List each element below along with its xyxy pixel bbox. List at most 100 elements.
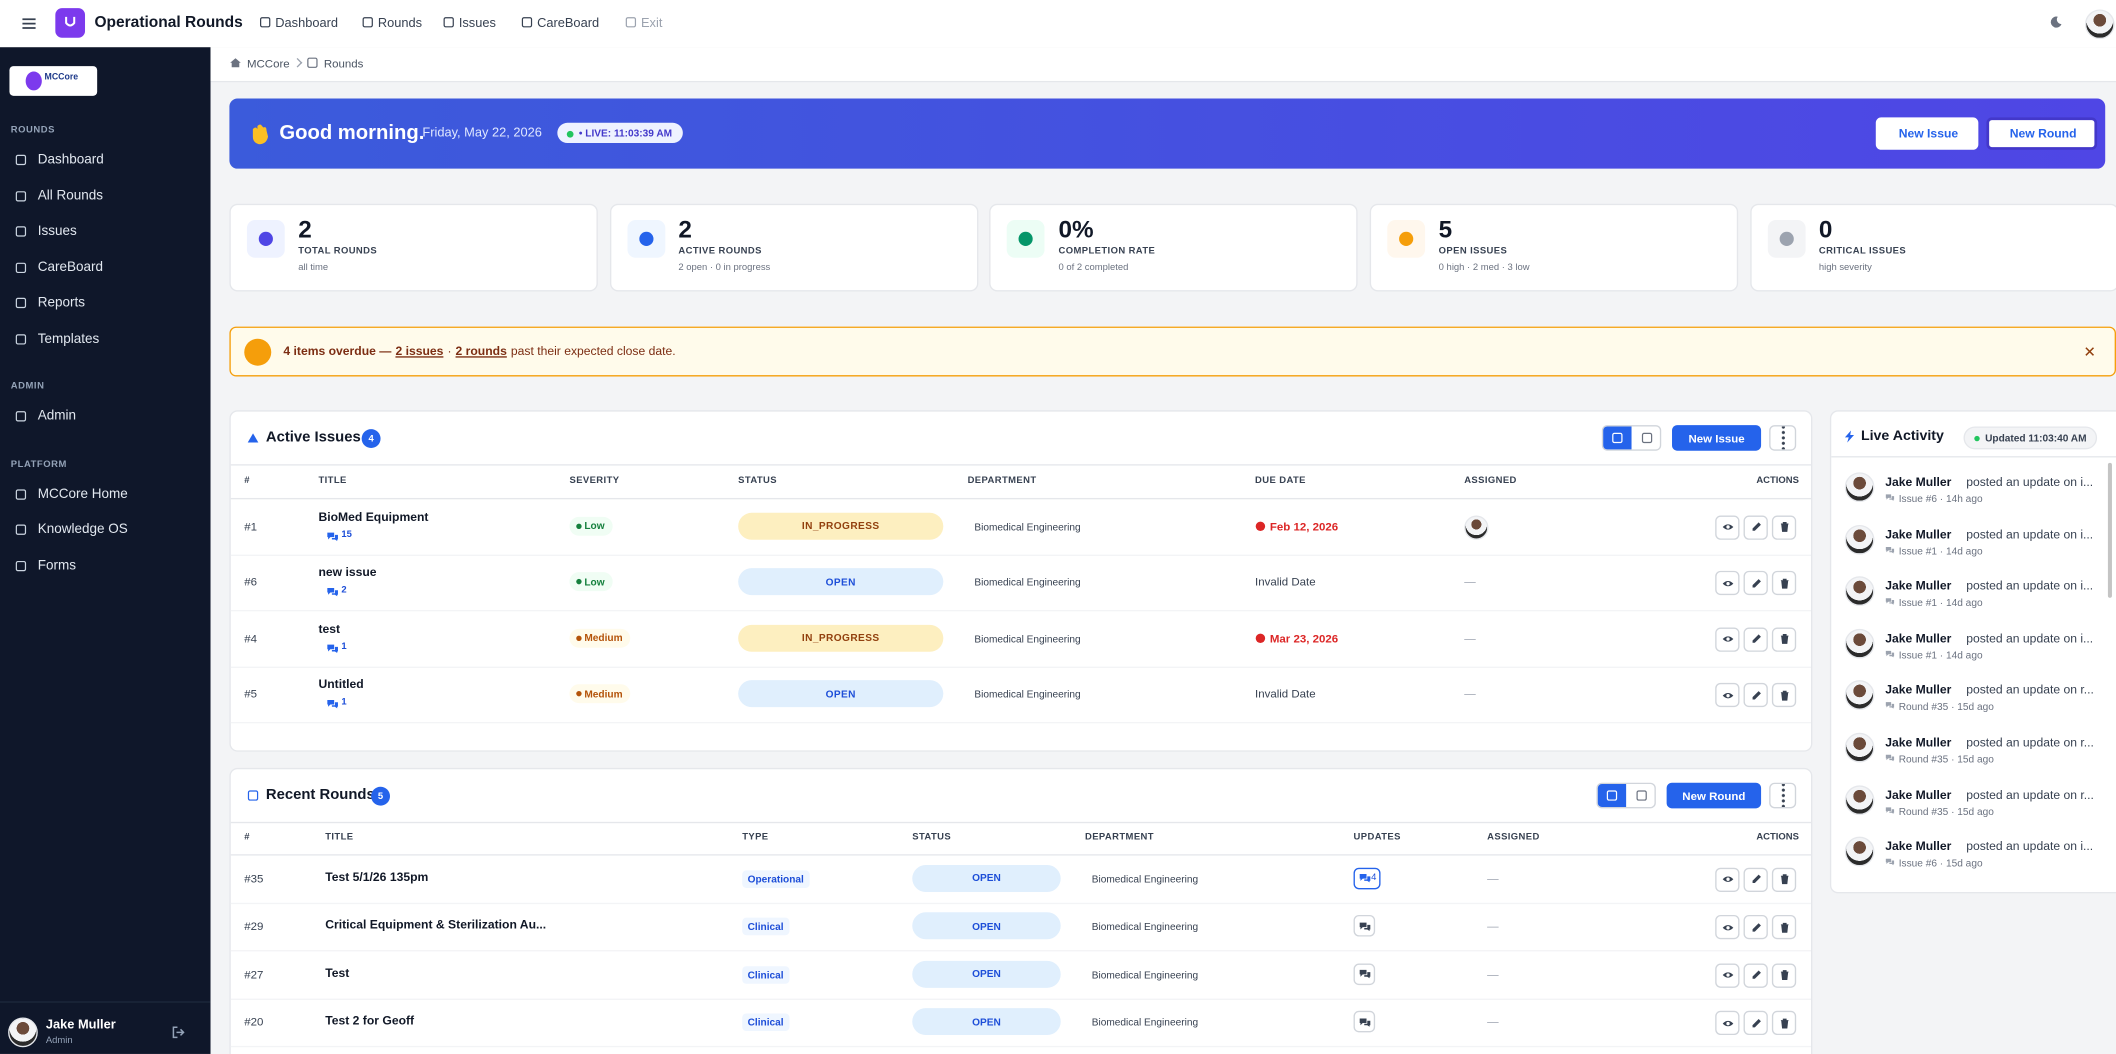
alert-link[interactable]: 2 rounds [455, 344, 507, 358]
sidebar-link[interactable]: Dashboard [37, 152, 104, 168]
status-pill: OPEN [738, 568, 944, 596]
updates-button[interactable]: 4 [1353, 867, 1381, 889]
sidebar-link[interactable]: Issues [37, 224, 77, 239]
edit-button[interactable] [1743, 515, 1768, 540]
activity-meta: Issue #6 · 14h ago [1898, 492, 1983, 505]
department: Biomedical Engineering [1091, 872, 1199, 885]
comment-count: 1 [341, 698, 347, 708]
issue-title[interactable]: BioMed Equipment [318, 509, 429, 524]
updates-button[interactable] [1353, 1011, 1376, 1033]
banner-button[interactable]: New Issue [1875, 117, 1979, 150]
delete-button[interactable] [1771, 1011, 1797, 1036]
activity-name: Jake Muller [1885, 579, 1952, 593]
edit-button[interactable] [1743, 571, 1768, 596]
alert-sep: · [447, 344, 452, 358]
delete-button[interactable] [1771, 683, 1797, 708]
menu-button[interactable] [20, 15, 38, 33]
banner-button[interactable]: New Round [1986, 117, 2098, 150]
nav-link[interactable]: CareBoard [537, 16, 600, 32]
rounds-icon [307, 57, 318, 68]
logout-button[interactable] [171, 1024, 187, 1040]
edit-button[interactable] [1743, 683, 1768, 708]
department: Biomedical Engineering [974, 632, 1081, 645]
view-button[interactable] [1715, 867, 1740, 892]
toggle-active [1603, 426, 1632, 450]
count-badge: 4 [361, 429, 381, 449]
delete-button[interactable] [1771, 963, 1797, 988]
column-header: STATUS [738, 476, 777, 486]
nav-link[interactable]: Exit [641, 16, 663, 32]
activity-name: Jake Muller [1885, 475, 1952, 489]
stat-icon [638, 231, 654, 246]
sidebar-link[interactable]: All Rounds [37, 188, 104, 204]
button-label: New Round [1682, 788, 1746, 803]
view-button[interactable] [1715, 915, 1740, 940]
round-title[interactable]: Test 2 for Geoff [325, 1013, 415, 1028]
round-title[interactable]: Test [325, 965, 350, 980]
row-divider [230, 950, 1812, 952]
round-title[interactable]: Critical Equipment & Sterilization Au... [325, 917, 547, 932]
live-dot [566, 130, 574, 137]
sidebar-link[interactable]: Reports [37, 295, 86, 311]
alert-close[interactable] [2084, 345, 2096, 357]
sidebar-link[interactable]: Forms [37, 558, 77, 573]
nav-link[interactable]: Rounds [377, 16, 423, 32]
sidebar-link[interactable]: Templates [37, 331, 100, 347]
view-toggle[interactable] [1596, 782, 1656, 809]
view-button[interactable] [1715, 963, 1740, 988]
edit-button[interactable] [1743, 1011, 1768, 1036]
issue-title[interactable]: new issue [318, 565, 377, 580]
alert-link[interactable]: 2 issues [395, 344, 444, 358]
stat-sub: all time [298, 263, 329, 273]
sidebar-link[interactable]: CareBoard [37, 259, 104, 275]
delete-button[interactable] [1771, 867, 1797, 892]
assigned: — [1487, 967, 1499, 981]
nav-link[interactable]: Issues [458, 16, 496, 32]
issue-id: #1 [244, 519, 258, 533]
view-button[interactable] [1715, 571, 1740, 596]
sidebar-link[interactable]: Knowledge OS [37, 522, 128, 538]
action-icon [1751, 522, 1761, 532]
activity-name: Jake Muller [1885, 787, 1952, 802]
issue-title[interactable]: Untitled [318, 677, 364, 692]
edit-button[interactable] [1743, 867, 1768, 892]
breadcrumb-link[interactable]: MCCore [246, 56, 290, 71]
round-title[interactable]: Test 5/1/26 135pm [325, 870, 429, 884]
sidebar-link[interactable]: MCCore Home [37, 486, 128, 502]
view-toggle[interactable] [1601, 425, 1662, 451]
new-button[interactable]: New Round [1666, 782, 1762, 809]
activity-name: Jake Muller [1885, 527, 1952, 541]
delete-button[interactable] [1771, 571, 1797, 596]
view-button[interactable] [1715, 515, 1740, 540]
edit-button[interactable] [1743, 627, 1768, 652]
stat-value: 2 [678, 215, 692, 243]
user-role: Admin [45, 1036, 73, 1046]
sidebar-link[interactable]: Admin [37, 408, 77, 424]
clock-icon [1255, 521, 1266, 531]
view-button[interactable] [1715, 1011, 1740, 1036]
due-date: Invalid Date [1255, 687, 1316, 701]
stat-sub: 2 open · 0 in progress [678, 263, 771, 273]
severity-badge: Medium [569, 628, 631, 648]
updates-count: 4 [1371, 872, 1377, 883]
issue-title[interactable]: test [318, 621, 341, 636]
edit-button[interactable] [1743, 915, 1768, 940]
panel-divider [230, 464, 1812, 466]
more-button[interactable] [1769, 425, 1797, 451]
view-button[interactable] [1715, 683, 1740, 708]
stat-value: 2 [298, 215, 312, 243]
status-pill: OPEN [912, 960, 1061, 988]
delete-button[interactable] [1771, 627, 1797, 652]
edit-button[interactable] [1743, 963, 1768, 988]
delete-button[interactable] [1771, 515, 1797, 540]
theme-toggle[interactable] [2049, 15, 2064, 30]
updates-button[interactable] [1353, 963, 1376, 985]
view-button[interactable] [1715, 627, 1740, 652]
new-button[interactable]: New Issue [1672, 425, 1762, 451]
more-button[interactable] [1769, 782, 1797, 809]
updates-button[interactable] [1353, 915, 1376, 937]
severity-dot [576, 635, 582, 641]
nav-icon [15, 560, 27, 571]
nav-link[interactable]: Dashboard [275, 16, 339, 32]
delete-button[interactable] [1771, 915, 1797, 940]
